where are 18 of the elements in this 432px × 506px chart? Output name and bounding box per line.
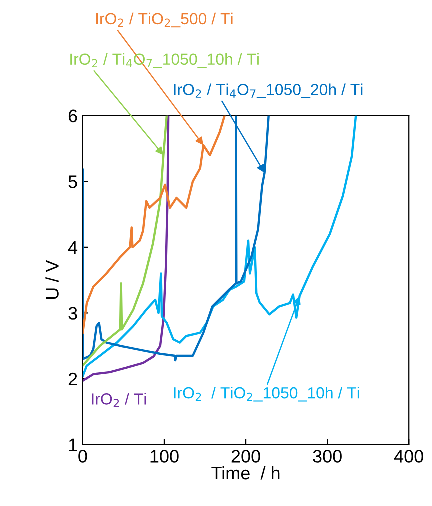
y-tick-label: 2 (68, 372, 78, 386)
y-tick-label: 6 (68, 110, 78, 123)
y-tick-label: 5 (68, 176, 78, 188)
x-tick-label: 400 (394, 450, 424, 463)
y-axis-title: U / V (46, 260, 59, 299)
text: IrO$_{2}$ / TiO$_{2}$_500 / Ti (96, 12, 233, 28)
x-tick-label: 100 (150, 450, 179, 463)
y-tick-label: 4 (68, 242, 78, 254)
text: IrO$_{2}$ / TiO$_{2}$_1050_10h / Ti (174, 387, 360, 402)
series-label: IrO$_{2}$ / Ti (92, 393, 146, 408)
x-tick-label: 300 (313, 450, 342, 463)
y-tick-label: 3 (68, 307, 78, 320)
series-label: IrO$_{2}$ / Ti$_{4}$O$_{7}$_1050_20h / Ti (174, 84, 363, 98)
x-tick-label: 200 (232, 450, 260, 463)
x-tick-label: 0 (78, 450, 88, 463)
line-series (82, 116, 226, 334)
x-axis-title: Time / h (212, 466, 280, 480)
y-tick-label: 1 (69, 438, 78, 452)
